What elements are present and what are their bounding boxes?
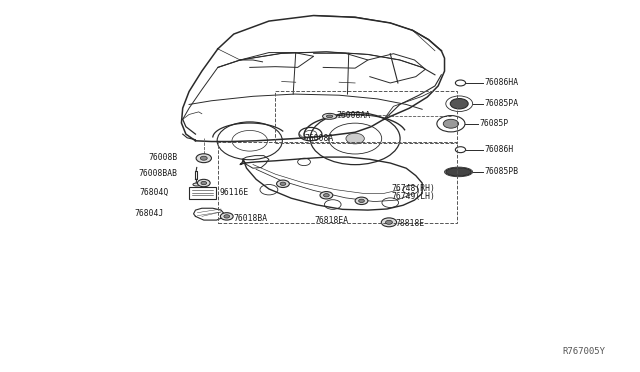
Circle shape — [444, 119, 459, 128]
Circle shape — [280, 182, 286, 186]
Ellipse shape — [323, 113, 337, 119]
Circle shape — [224, 215, 230, 218]
Text: 76018BA: 76018BA — [234, 214, 268, 223]
Circle shape — [346, 133, 364, 144]
Circle shape — [451, 99, 468, 109]
Circle shape — [197, 179, 210, 187]
Circle shape — [196, 154, 211, 163]
Text: 76008A: 76008A — [305, 134, 334, 143]
Text: 76008BAB: 76008BAB — [139, 169, 178, 177]
Circle shape — [220, 213, 233, 220]
Ellipse shape — [446, 168, 471, 176]
Circle shape — [381, 218, 397, 227]
Text: 76804J: 76804J — [135, 209, 164, 218]
Ellipse shape — [326, 115, 333, 118]
Circle shape — [276, 180, 289, 187]
Text: 76749(LH): 76749(LH) — [392, 192, 435, 201]
Text: 78818E: 78818E — [396, 219, 424, 228]
Text: 76804Q: 76804Q — [140, 188, 169, 197]
Circle shape — [320, 192, 333, 199]
Circle shape — [323, 193, 329, 197]
Text: 76085P: 76085P — [479, 119, 509, 128]
Text: R767005Y: R767005Y — [563, 347, 605, 356]
Circle shape — [200, 156, 207, 160]
Text: 76085PA: 76085PA — [484, 99, 519, 108]
Text: 76748(RH): 76748(RH) — [392, 185, 435, 193]
Bar — [218, 141, 458, 223]
Bar — [275, 92, 458, 143]
Text: 76086HA: 76086HA — [484, 78, 519, 87]
Text: 76086H: 76086H — [484, 145, 514, 154]
Bar — [189, 187, 216, 199]
Circle shape — [385, 220, 392, 224]
Text: 76008B: 76008B — [149, 153, 178, 162]
Text: 76818EA: 76818EA — [315, 216, 349, 225]
Text: 76085PB: 76085PB — [484, 167, 519, 176]
Circle shape — [201, 182, 207, 185]
Circle shape — [358, 199, 364, 202]
Ellipse shape — [193, 183, 200, 186]
Text: 96116E: 96116E — [219, 188, 248, 197]
Text: 76008AA: 76008AA — [336, 111, 370, 120]
Circle shape — [355, 197, 368, 205]
